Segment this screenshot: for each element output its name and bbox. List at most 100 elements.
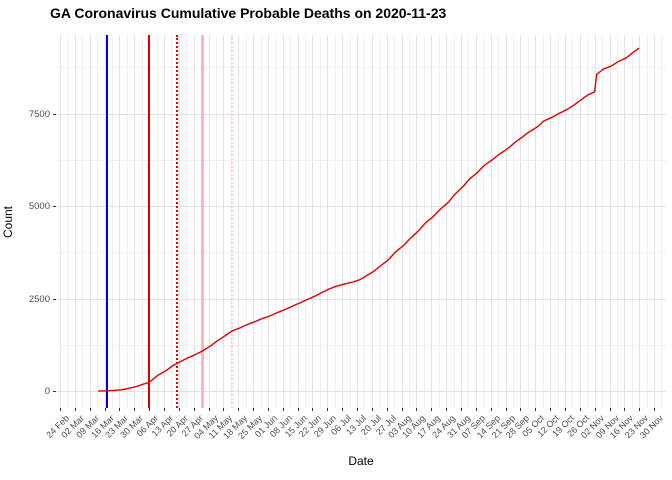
x-tick — [579, 408, 581, 411]
x-grid-line — [364, 35, 366, 408]
x-tick — [312, 408, 314, 411]
x-grid-line — [186, 35, 188, 408]
x-grid-line — [602, 35, 603, 408]
x-grid-line — [438, 35, 440, 408]
x-grid-line — [245, 35, 247, 408]
x-tick — [342, 408, 344, 411]
x-grid-line — [579, 35, 581, 408]
x-tick — [639, 408, 641, 411]
x-grid-line — [260, 35, 262, 408]
x-tick — [431, 408, 433, 411]
x-grid-line — [564, 35, 566, 408]
x-tick — [371, 408, 373, 411]
x-grid-line — [126, 35, 128, 408]
x-grid-line — [119, 35, 121, 408]
x-grid-line — [386, 35, 388, 408]
x-grid-line — [208, 35, 210, 408]
x-tick — [446, 408, 448, 411]
x-tick — [550, 408, 551, 411]
x-grid-line — [498, 35, 500, 408]
x-tick — [505, 408, 507, 411]
y-tick — [53, 113, 56, 115]
y-tick — [53, 298, 56, 300]
x-grid-line — [74, 35, 76, 408]
x-grid-line — [624, 35, 626, 408]
vline-blue-solid — [105, 35, 108, 408]
x-tick — [520, 408, 522, 411]
x-grid-line — [89, 35, 91, 408]
x-tick — [624, 408, 626, 411]
x-grid-line — [319, 35, 321, 408]
x-grid-line — [238, 35, 240, 408]
x-grid-line — [483, 35, 485, 408]
x-grid-line — [460, 35, 462, 408]
x-grid-line — [305, 35, 306, 408]
x-tick — [282, 408, 284, 411]
y-tick — [53, 206, 56, 208]
x-tick — [297, 408, 299, 411]
x-grid-line — [527, 35, 529, 408]
x-grid-line — [290, 35, 292, 408]
x-grid-line — [282, 35, 284, 408]
x-grid-line — [609, 35, 611, 408]
x-tick — [149, 408, 151, 411]
x-grid-line — [572, 35, 574, 408]
x-grid-line — [512, 35, 514, 408]
x-grid-line — [661, 35, 663, 408]
vline-red-solid — [148, 35, 151, 408]
x-grid-line — [193, 35, 195, 408]
x-grid-line — [178, 35, 180, 408]
x-grid-line — [475, 35, 477, 408]
x-tick — [416, 408, 418, 411]
x-grid-line — [446, 35, 448, 408]
x-grid-line — [312, 35, 314, 408]
x-grid-line — [654, 35, 655, 408]
y-tick-label: 5000 — [28, 201, 50, 213]
x-grid-line — [587, 35, 589, 408]
x-grid-line — [550, 35, 551, 408]
x-grid-line — [67, 35, 69, 408]
x-tick — [460, 408, 462, 411]
x-tick — [535, 408, 537, 411]
x-tick — [134, 408, 136, 411]
vline-pink-solid — [200, 35, 204, 408]
x-grid-line — [401, 35, 403, 408]
x-grid-line — [141, 35, 143, 408]
x-grid-line — [267, 35, 269, 408]
x-tick — [386, 408, 388, 411]
x-grid-line — [349, 35, 351, 408]
x-tick — [564, 408, 566, 411]
x-grid-line — [163, 35, 165, 408]
x-grid-line — [327, 35, 329, 408]
x-grid-line — [223, 35, 225, 408]
x-tick — [89, 408, 91, 411]
x-grid-line — [275, 35, 277, 408]
x-grid-line — [215, 35, 217, 408]
y-tick-label: 2500 — [28, 293, 50, 305]
x-tick — [193, 408, 195, 411]
x-grid-line — [616, 35, 618, 408]
x-grid-line — [468, 35, 470, 408]
x-tick — [609, 408, 611, 411]
x-tick — [104, 408, 106, 411]
x-grid-line — [416, 35, 418, 408]
x-tick — [178, 408, 180, 411]
x-tick — [74, 408, 76, 411]
x-grid-line — [134, 35, 136, 408]
x-grid-line — [423, 35, 425, 408]
chart-title: GA Coronavirus Cumulative Probable Death… — [50, 5, 447, 21]
x-grid-line — [505, 35, 507, 408]
x-grid-line — [535, 35, 537, 408]
x-grid-line — [334, 35, 336, 408]
x-grid-line — [631, 35, 633, 408]
x-grid-line — [557, 35, 559, 408]
x-grid-line — [646, 35, 648, 408]
x-tick — [490, 408, 492, 411]
x-tick — [238, 408, 240, 411]
x-tick — [327, 408, 329, 411]
x-tick — [253, 408, 255, 411]
x-grid-line — [97, 35, 99, 408]
x-tick — [475, 408, 477, 411]
y-tick-label: 0 — [44, 386, 50, 397]
